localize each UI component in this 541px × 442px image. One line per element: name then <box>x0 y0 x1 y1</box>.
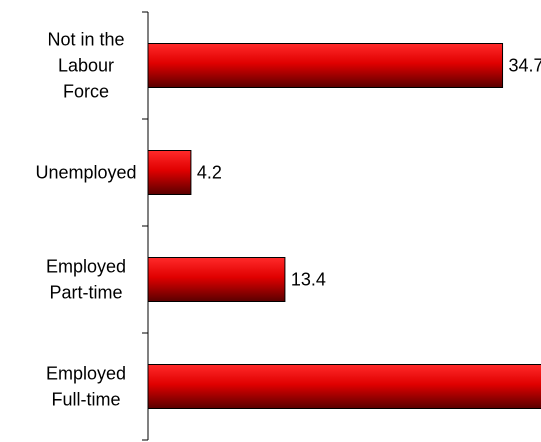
category-label-line: Part-time <box>49 283 122 303</box>
category-label-line: Full-time <box>51 390 120 410</box>
labels-layer: 34.7 Not in the Labour Force 4.2 Unemployed 13… <box>35 30 541 410</box>
bar <box>147 43 504 88</box>
bars-layer <box>147 43 541 409</box>
category-label: Not in the Labour Force <box>47 30 124 102</box>
category-label: Unemployed <box>35 163 136 183</box>
category-label-line: Not in the <box>47 30 124 50</box>
data-label: 34.7 <box>509 56 541 76</box>
category-label-line: Force <box>63 82 109 102</box>
category-label: Employed Part-time <box>46 257 126 303</box>
bar <box>147 150 192 195</box>
category-label-line: Employed <box>46 364 126 384</box>
category-label-line: Labour <box>58 56 114 76</box>
bar <box>147 257 286 302</box>
category-label: Employed Full-time <box>46 364 126 410</box>
y-axis <box>142 11 149 441</box>
category-label-line: Employed <box>46 257 126 277</box>
category-label-line: Unemployed <box>35 163 136 183</box>
data-label: 4.2 <box>197 163 222 183</box>
data-label: 13.4 <box>291 270 326 290</box>
bar <box>147 364 541 409</box>
